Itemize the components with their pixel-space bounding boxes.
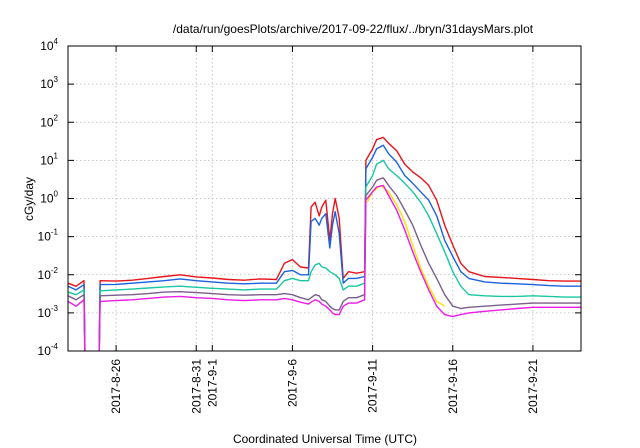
- x-tick-label: 2017-9-21: [526, 359, 540, 414]
- y-axis-label: cGy/day: [22, 177, 36, 221]
- x-tick-label: 2017-9-1: [205, 359, 219, 407]
- series-line-3: [68, 159, 581, 351]
- y-tick-label: 10-4: [38, 342, 59, 358]
- series-line-2: [68, 144, 581, 351]
- y-tick-label: 100: [40, 190, 58, 206]
- series-line-6: [68, 184, 581, 351]
- x-tick-label: 2017-8-31: [189, 359, 203, 414]
- x-axis: 2017-8-26 2017-8-31 2017-9-1 2017-9-6 2017-9…: [109, 46, 540, 414]
- x-axis-label: Coordinated Universal Time (UTC): [233, 432, 417, 446]
- grid: [68, 46, 581, 351]
- y-tick-label: 102: [40, 113, 58, 129]
- series-line-1: [68, 136, 581, 351]
- y-tick-label: 10-2: [38, 266, 59, 282]
- chart-title: /data/run/goesPlots/archive/2017-09-22/f…: [173, 22, 534, 36]
- series-line-5: [366, 184, 446, 307]
- series-line-4: [68, 177, 581, 351]
- y-tick-label: 10-1: [38, 228, 59, 244]
- y-tick-label: 104: [40, 37, 58, 53]
- x-tick-label: 2017-9-6: [285, 359, 299, 407]
- series-group: [68, 136, 581, 351]
- x-tick-label: 2017-8-26: [109, 359, 123, 414]
- x-tick-label: 2017-9-11: [366, 359, 380, 413]
- x-tick-label: 2017-9-16: [446, 359, 460, 414]
- y-tick-label: 10-3: [38, 304, 59, 320]
- y-tick-label: 103: [40, 75, 58, 91]
- y-tick-label: 101: [40, 151, 58, 167]
- y-axis: 10-4 10-3 10-2 10-1 100 101 102 103 104: [38, 37, 581, 358]
